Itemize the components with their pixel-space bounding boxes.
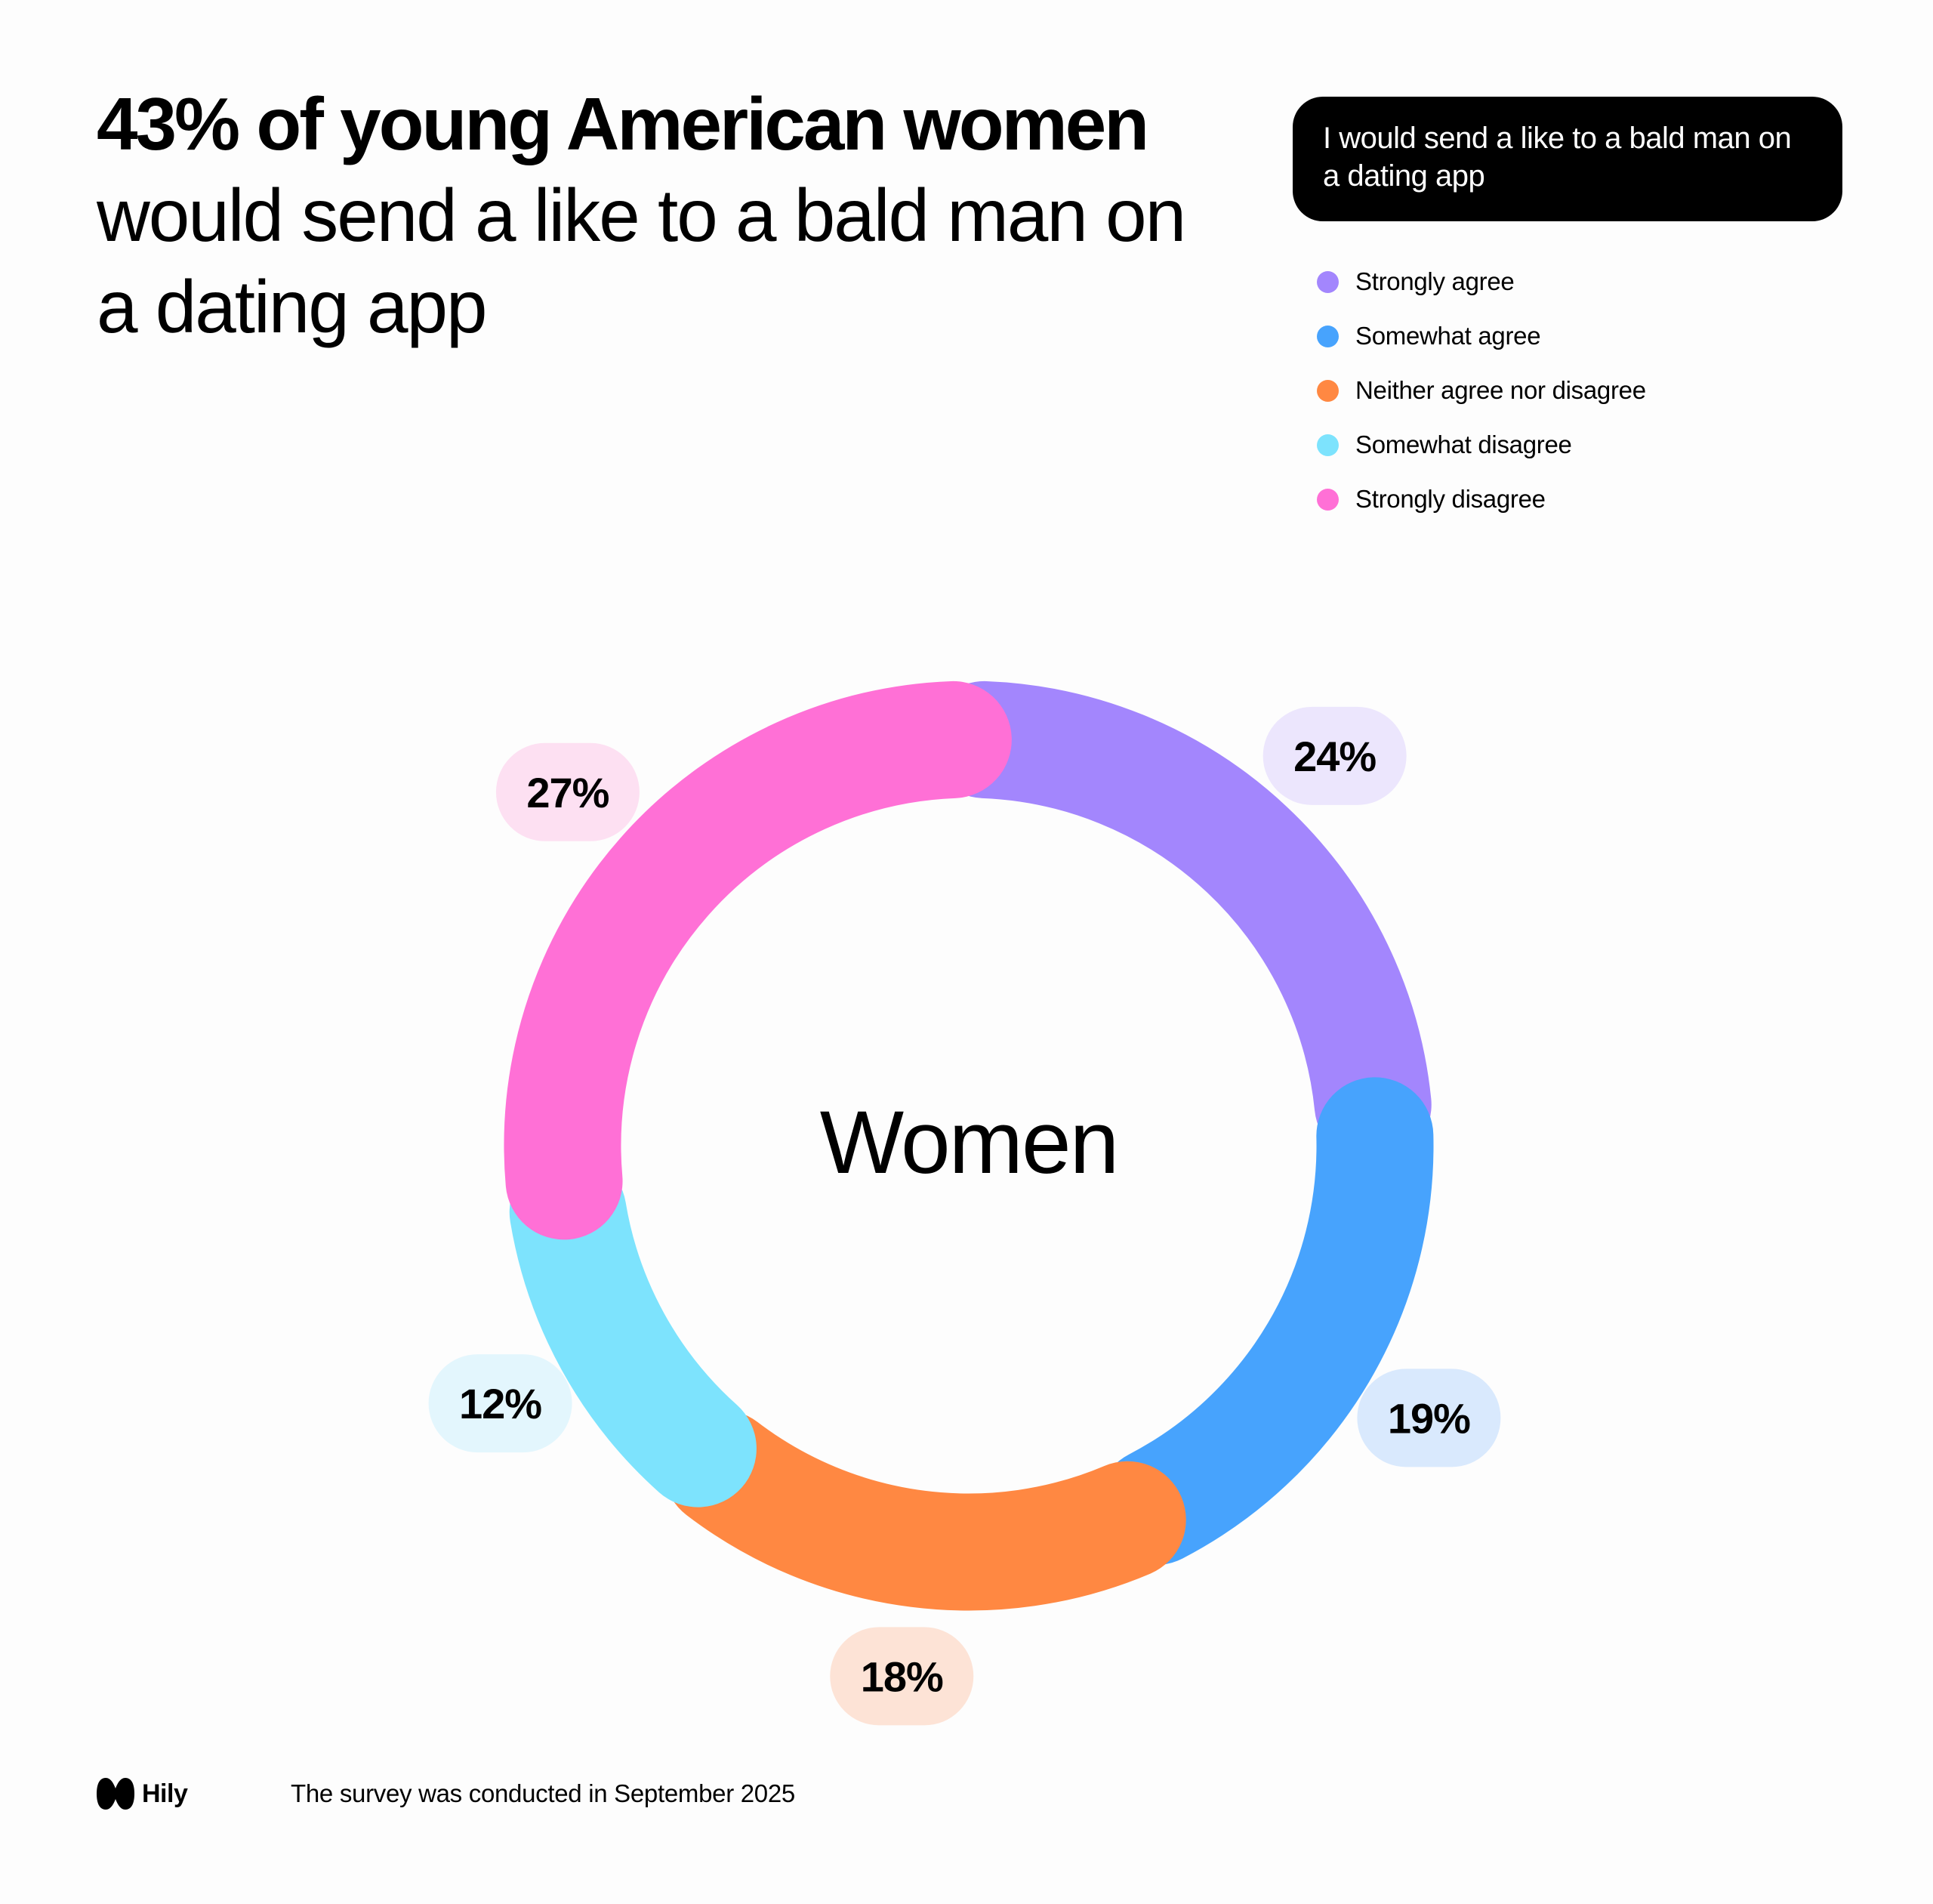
value-pill <box>1262 706 1407 805</box>
value-labels: 24% 19% 18% 12% 27% <box>428 706 1501 1726</box>
donut-segment <box>1097 1077 1434 1566</box>
donut-segments <box>504 680 1434 1611</box>
question-box: I would send a like to a bald man on a d… <box>1293 97 1842 221</box>
brand-name: Hily <box>142 1779 188 1808</box>
value-label: 18% <box>861 1652 943 1700</box>
hily-logo-icon <box>97 1778 134 1810</box>
value-pill <box>830 1627 974 1726</box>
value-pill <box>1357 1369 1501 1467</box>
value-label: 27% <box>526 769 609 816</box>
legend-item: Somewhat agree <box>1317 309 1646 363</box>
legend-item: Somewhat disagree <box>1317 418 1646 472</box>
headline: 43% of young American women would send a… <box>97 79 1229 353</box>
donut-segment <box>926 680 1432 1164</box>
donut-segment <box>509 1153 757 1507</box>
donut-segment <box>504 680 1012 1240</box>
legend-dot-icon <box>1317 325 1339 347</box>
donut-segment <box>663 1409 1186 1611</box>
headline-regular: would send a like to a bald man on a dat… <box>97 174 1186 348</box>
legend-item: Strongly agree <box>1317 255 1646 309</box>
value-label: 24% <box>1293 733 1376 780</box>
brand-logo: Hily <box>97 1776 188 1811</box>
value-label: 12% <box>459 1380 541 1427</box>
legend-label: Neither agree nor disagree <box>1355 376 1646 404</box>
survey-note: The survey was conducted in September 20… <box>291 1779 795 1807</box>
legend-dot-icon <box>1317 379 1339 402</box>
legend-label: Somewhat agree <box>1355 322 1541 350</box>
value-pill <box>495 742 640 841</box>
headline-bold: 43% of young American women <box>97 82 1149 165</box>
legend-label: Strongly disagree <box>1355 485 1546 513</box>
legend-label: Strongly agree <box>1355 267 1515 295</box>
legend-dot-icon <box>1317 270 1339 293</box>
legend-item: Strongly disagree <box>1317 472 1646 526</box>
legend-dot-icon <box>1317 434 1339 456</box>
value-label: 19% <box>1388 1394 1470 1442</box>
legend-item: Neither agree nor disagree <box>1317 363 1646 418</box>
legend-dot-icon <box>1317 488 1339 511</box>
legend: Strongly agree Somewhat agree Neither agre… <box>1317 255 1646 526</box>
center-label: Women <box>820 1093 1118 1193</box>
value-pill <box>428 1354 572 1453</box>
legend-label: Somewhat disagree <box>1355 430 1572 458</box>
